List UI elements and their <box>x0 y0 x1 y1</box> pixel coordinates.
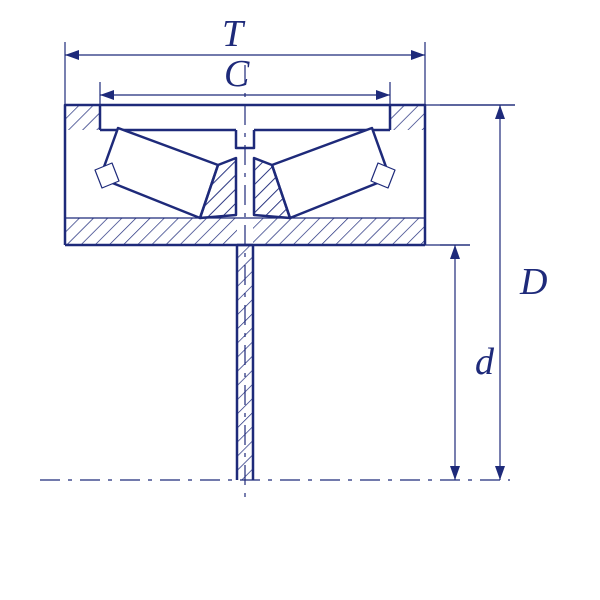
dim-label-C: C <box>224 52 249 96</box>
diagram-svg <box>0 0 600 600</box>
outer-shoulder-left <box>65 105 100 130</box>
dim-label-D: D <box>520 260 547 304</box>
outer-shoulder-right <box>390 105 425 130</box>
lower-band-right <box>253 218 425 245</box>
diagram-stage: T C D d <box>0 0 600 600</box>
dim-label-T: T <box>222 12 243 56</box>
dim-label-d: d <box>475 340 494 384</box>
lower-band-left <box>65 218 237 245</box>
